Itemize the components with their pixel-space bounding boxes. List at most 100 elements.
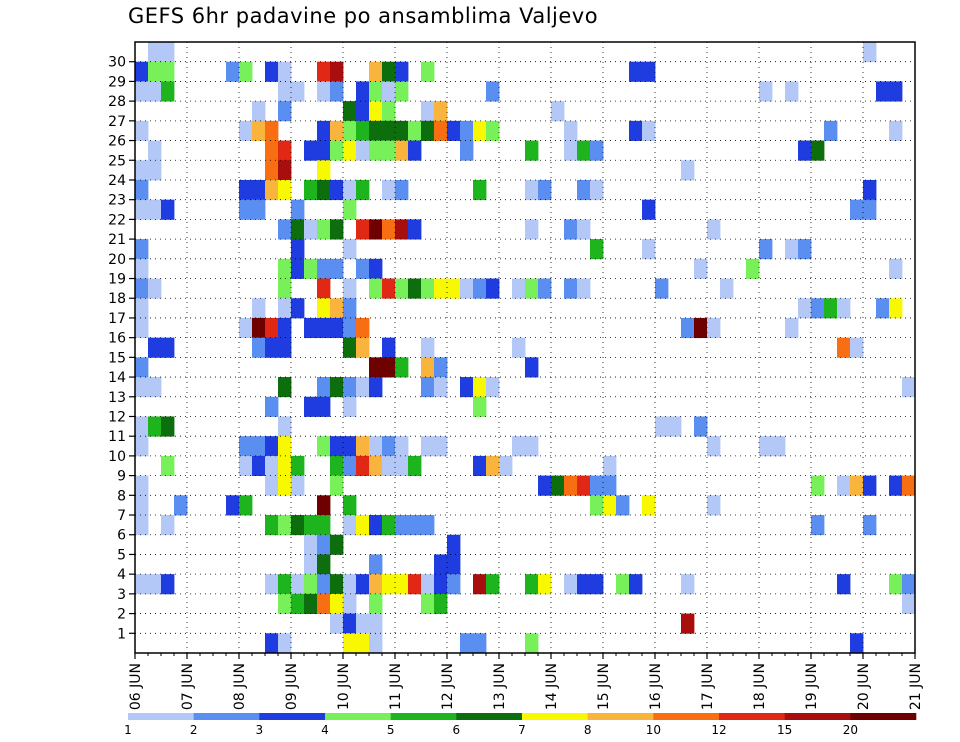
heatmap-cell <box>642 199 656 220</box>
heatmap-cell <box>486 120 500 141</box>
heatmap-cell <box>473 179 487 201</box>
colorbar-swatch <box>522 713 588 720</box>
y-tick-label: 28 <box>108 94 126 110</box>
heatmap-cell <box>278 81 292 102</box>
y-tick-label: 27 <box>108 114 126 130</box>
heatmap-cell <box>408 219 422 240</box>
heatmap-cell <box>356 101 370 122</box>
heatmap-cell <box>356 455 370 477</box>
heatmap-cell <box>590 179 604 201</box>
heatmap-cell <box>668 416 682 437</box>
heatmap-cell <box>278 101 292 122</box>
heatmap-cell <box>369 377 383 398</box>
heatmap-cell <box>434 120 448 141</box>
colorbar-label: 7 <box>518 723 526 737</box>
heatmap-cell <box>135 199 149 220</box>
heatmap-cell <box>785 81 799 102</box>
heatmap-cell <box>148 574 162 595</box>
heatmap-cell <box>707 317 721 339</box>
heatmap-cell <box>304 258 318 279</box>
heatmap-cell <box>850 633 864 654</box>
heatmap-cell <box>356 377 370 398</box>
heatmap-cell <box>265 337 279 358</box>
x-tick-label: 19 JUN <box>804 663 820 710</box>
y-tick-label: 21 <box>108 232 126 248</box>
heatmap-cell <box>603 455 617 477</box>
heatmap-cell <box>304 534 318 555</box>
heatmap-cell <box>863 515 877 536</box>
heatmap-cell <box>421 357 435 378</box>
heatmap-cell <box>707 219 721 240</box>
heatmap-cell <box>889 258 903 279</box>
colorbar-swatch <box>259 713 326 720</box>
heatmap-cell <box>798 239 812 260</box>
heatmap-cell <box>356 258 370 279</box>
heatmap-cell <box>369 554 383 575</box>
heatmap-cell <box>304 140 318 161</box>
heatmap-cell <box>525 219 539 240</box>
heatmap-cell <box>343 140 357 161</box>
heatmap-cell <box>265 475 279 496</box>
heatmap-cell <box>239 436 253 457</box>
heatmap-cell <box>759 436 773 457</box>
heatmap-cell <box>473 633 487 654</box>
heatmap-cells <box>135 42 916 654</box>
heatmap-cell <box>148 278 162 299</box>
heatmap-cell <box>434 593 448 614</box>
heatmap-cell <box>317 160 331 181</box>
heatmap-cell <box>460 633 474 654</box>
heatmap-cell <box>590 140 604 161</box>
heatmap-cell <box>278 179 292 201</box>
heatmap-cell <box>330 455 344 477</box>
heatmap-cell <box>278 61 292 82</box>
colorbar-label: 2 <box>190 723 198 737</box>
x-tick-label: 10 JUN <box>336 663 352 710</box>
colorbar-label: 12 <box>711 723 726 737</box>
y-tick-label: 14 <box>108 370 126 386</box>
heatmap-cell <box>382 81 396 102</box>
y-tick-label: 8 <box>117 488 126 504</box>
heatmap-cell <box>512 278 526 299</box>
heatmap-cell <box>551 101 565 122</box>
heatmap-cell <box>265 396 279 417</box>
y-tick-label: 12 <box>108 409 126 425</box>
heatmap-cell <box>291 219 305 240</box>
heatmap-cell <box>161 199 175 220</box>
heatmap-cell <box>811 140 825 161</box>
heatmap-cell <box>252 120 266 141</box>
heatmap-cell <box>356 515 370 536</box>
heatmap-cell <box>473 278 487 299</box>
heatmap-cell <box>759 239 773 260</box>
heatmap-cell <box>135 416 149 437</box>
heatmap-cell <box>382 219 396 240</box>
heatmap-cell <box>317 377 331 398</box>
heatmap-cell <box>304 396 318 417</box>
x-tick-label: 15 JUN <box>596 663 612 710</box>
heatmap-cell <box>382 120 396 141</box>
heatmap-cell <box>330 317 344 339</box>
heatmap-cell <box>876 81 890 102</box>
heatmap-cell <box>317 179 331 201</box>
heatmap-cell <box>343 298 357 319</box>
heatmap-cell <box>135 298 149 319</box>
heatmap-cell <box>343 593 357 614</box>
heatmap-cell <box>161 337 175 358</box>
heatmap-cell <box>564 219 578 240</box>
heatmap-cell <box>356 120 370 141</box>
heatmap-cell <box>369 574 383 595</box>
heatmap-cell <box>135 61 149 82</box>
heatmap-cell <box>239 199 253 220</box>
heatmap-cell <box>330 61 344 82</box>
heatmap-cell <box>473 377 487 398</box>
heatmap-cell <box>265 455 279 477</box>
heatmap-cell <box>603 495 617 516</box>
heatmap-cell <box>291 81 305 102</box>
heatmap-cell <box>135 436 149 457</box>
heatmap-cell <box>369 515 383 536</box>
y-tick-label: 17 <box>108 311 126 327</box>
heatmap-cell <box>564 278 578 299</box>
x-tick-label: 13 JUN <box>492 663 508 710</box>
heatmap-cell <box>642 120 656 141</box>
heatmap-cell <box>434 554 448 575</box>
heatmap-cell <box>135 357 149 378</box>
